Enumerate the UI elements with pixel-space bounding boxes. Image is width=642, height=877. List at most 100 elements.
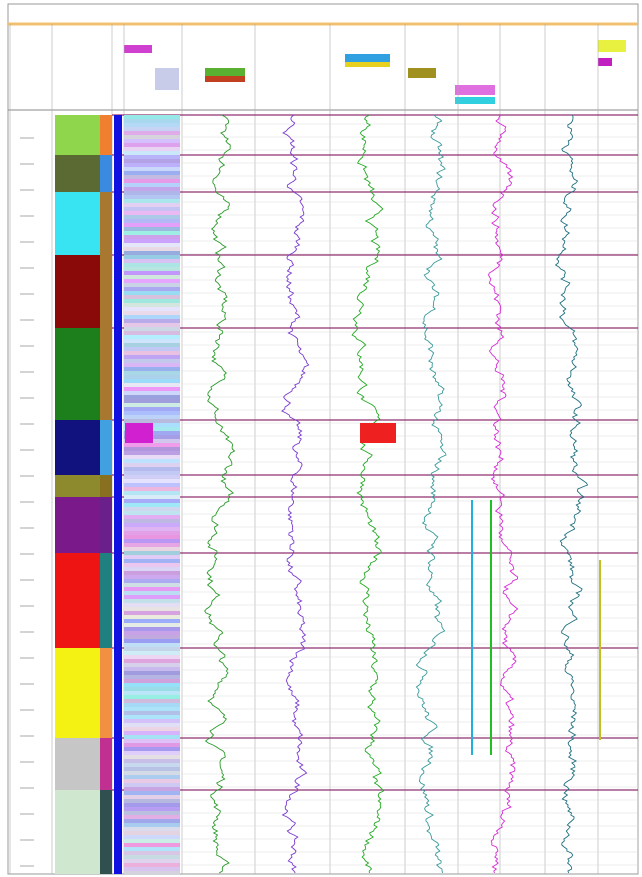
image-row (124, 143, 180, 147)
image-row (124, 119, 180, 123)
image-row (124, 691, 180, 695)
highlight (360, 423, 396, 443)
image-row (124, 655, 180, 659)
image-row (124, 859, 180, 863)
image-row (124, 783, 180, 787)
image-row (124, 375, 180, 379)
image-row (124, 627, 180, 631)
image-row (124, 779, 180, 783)
image-row (124, 739, 180, 743)
image-row (124, 827, 180, 831)
zone-side (100, 738, 112, 790)
image-row (124, 247, 180, 251)
image-row (124, 355, 180, 359)
image-row (124, 811, 180, 815)
image-row (124, 755, 180, 759)
image-row (124, 259, 180, 263)
image-row (124, 495, 180, 499)
legend-swatch (408, 68, 436, 78)
image-row (124, 311, 180, 315)
image-row (124, 699, 180, 703)
image-row (124, 451, 180, 455)
image-row (124, 763, 180, 767)
image-row (124, 527, 180, 531)
image-row (124, 507, 180, 511)
image-row (124, 807, 180, 811)
image-row (124, 195, 180, 199)
image-row (124, 795, 180, 799)
image-row (124, 135, 180, 139)
image-row (124, 555, 180, 559)
image-row (124, 359, 180, 363)
zone-side (100, 328, 112, 420)
image-row (124, 347, 180, 351)
image-row (124, 223, 180, 227)
image-row (124, 327, 180, 331)
image-row (124, 235, 180, 239)
image-row (124, 707, 180, 711)
zone-side (100, 115, 112, 155)
zone-side (100, 155, 112, 192)
image-row (124, 319, 180, 323)
image-row (124, 215, 180, 219)
image-row (124, 607, 180, 611)
image-row (124, 723, 180, 727)
image-row (124, 499, 180, 503)
image-row (124, 391, 180, 395)
image-row (124, 511, 180, 515)
image-row (124, 599, 180, 603)
image-row (124, 611, 180, 615)
image-row (124, 411, 180, 415)
image-row (124, 623, 180, 627)
image-row (124, 711, 180, 715)
image-row (124, 767, 180, 771)
image-row (124, 179, 180, 183)
image-row (124, 823, 180, 827)
image-row (124, 323, 180, 327)
image-row (124, 475, 180, 479)
image-row (124, 491, 180, 495)
image-row (124, 279, 180, 283)
image-row (124, 211, 180, 215)
image-row (124, 771, 180, 775)
image-row (124, 759, 180, 763)
image-row (124, 775, 180, 779)
image-row (124, 407, 180, 411)
image-row (124, 515, 180, 519)
image-row (124, 839, 180, 843)
image-row (124, 671, 180, 675)
legend-swatch (155, 68, 179, 90)
image-row (124, 639, 180, 643)
image-row (124, 207, 180, 211)
image-row (124, 751, 180, 755)
image-row (124, 747, 180, 751)
image-row (124, 251, 180, 255)
image-row (124, 263, 180, 267)
image-row (124, 239, 180, 243)
image-row (124, 403, 180, 407)
zone-side (100, 790, 112, 874)
image-row (124, 271, 180, 275)
image-row (124, 147, 180, 151)
image-row (124, 487, 180, 491)
image-row (124, 667, 180, 671)
image-row (124, 467, 180, 471)
image-row (124, 191, 180, 195)
image-row (124, 459, 180, 463)
image-row (124, 695, 180, 699)
image-row (124, 399, 180, 403)
scale-bar (345, 62, 390, 67)
image-row (124, 591, 180, 595)
image-row (124, 847, 180, 851)
image-row (124, 703, 180, 707)
image-row (124, 419, 180, 423)
image-row (124, 483, 180, 487)
image-row (124, 871, 180, 875)
image-row (124, 571, 180, 575)
image-row (124, 379, 180, 383)
image-row (124, 159, 180, 163)
image-row (124, 659, 180, 663)
image-row (124, 115, 180, 119)
well-log (0, 0, 642, 877)
image-row (124, 815, 180, 819)
